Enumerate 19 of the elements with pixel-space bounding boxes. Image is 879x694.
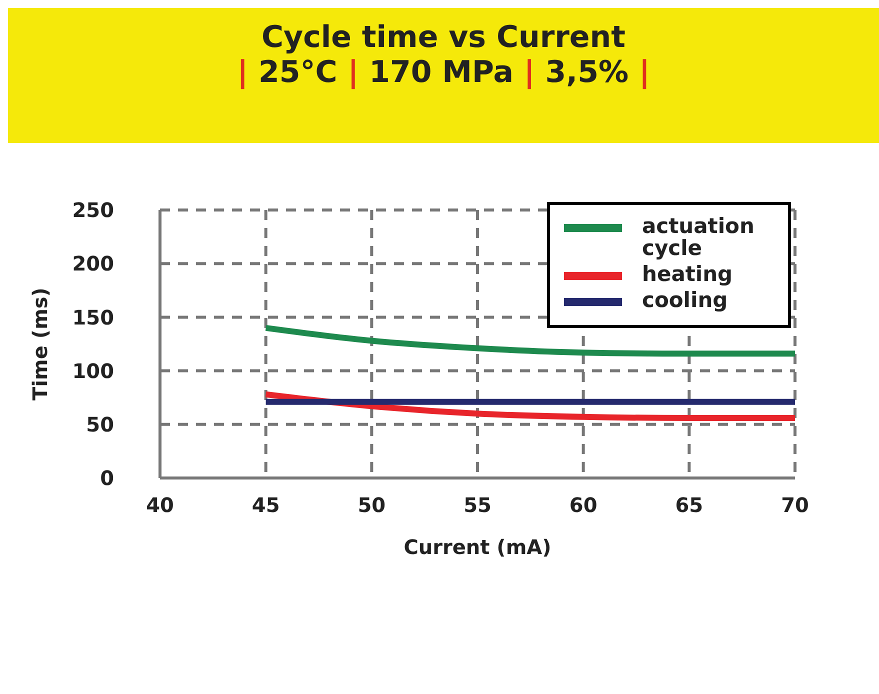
x-tick-label: 45 [252, 493, 280, 518]
y-tick-label: 100 [72, 358, 114, 383]
y-tick-label: 50 [86, 412, 114, 436]
y-tick-label: 200 [72, 252, 114, 276]
x-tick-label: 40 [146, 493, 174, 518]
chart-subtitle: | 25°C | 170 MPa | 3,5% | [237, 55, 650, 90]
y-tick-label: 0 [100, 466, 114, 490]
x-axis-title: Current (mA) [404, 535, 552, 559]
y-axis-title: Time (ms) [28, 288, 52, 400]
legend-label: heating [642, 262, 733, 286]
legend-label: cooling [642, 288, 728, 312]
x-tick-label: 55 [464, 493, 492, 518]
y-tick-label: 250 [72, 198, 114, 222]
x-tick-label: 70 [781, 493, 809, 518]
chart-title: Cycle time vs Current [260, 20, 626, 55]
x-tick-label: 60 [569, 493, 598, 518]
x-tick-label: 65 [675, 493, 704, 518]
y-tick-label: 150 [72, 305, 114, 330]
x-tick-label: 50 [358, 493, 386, 518]
